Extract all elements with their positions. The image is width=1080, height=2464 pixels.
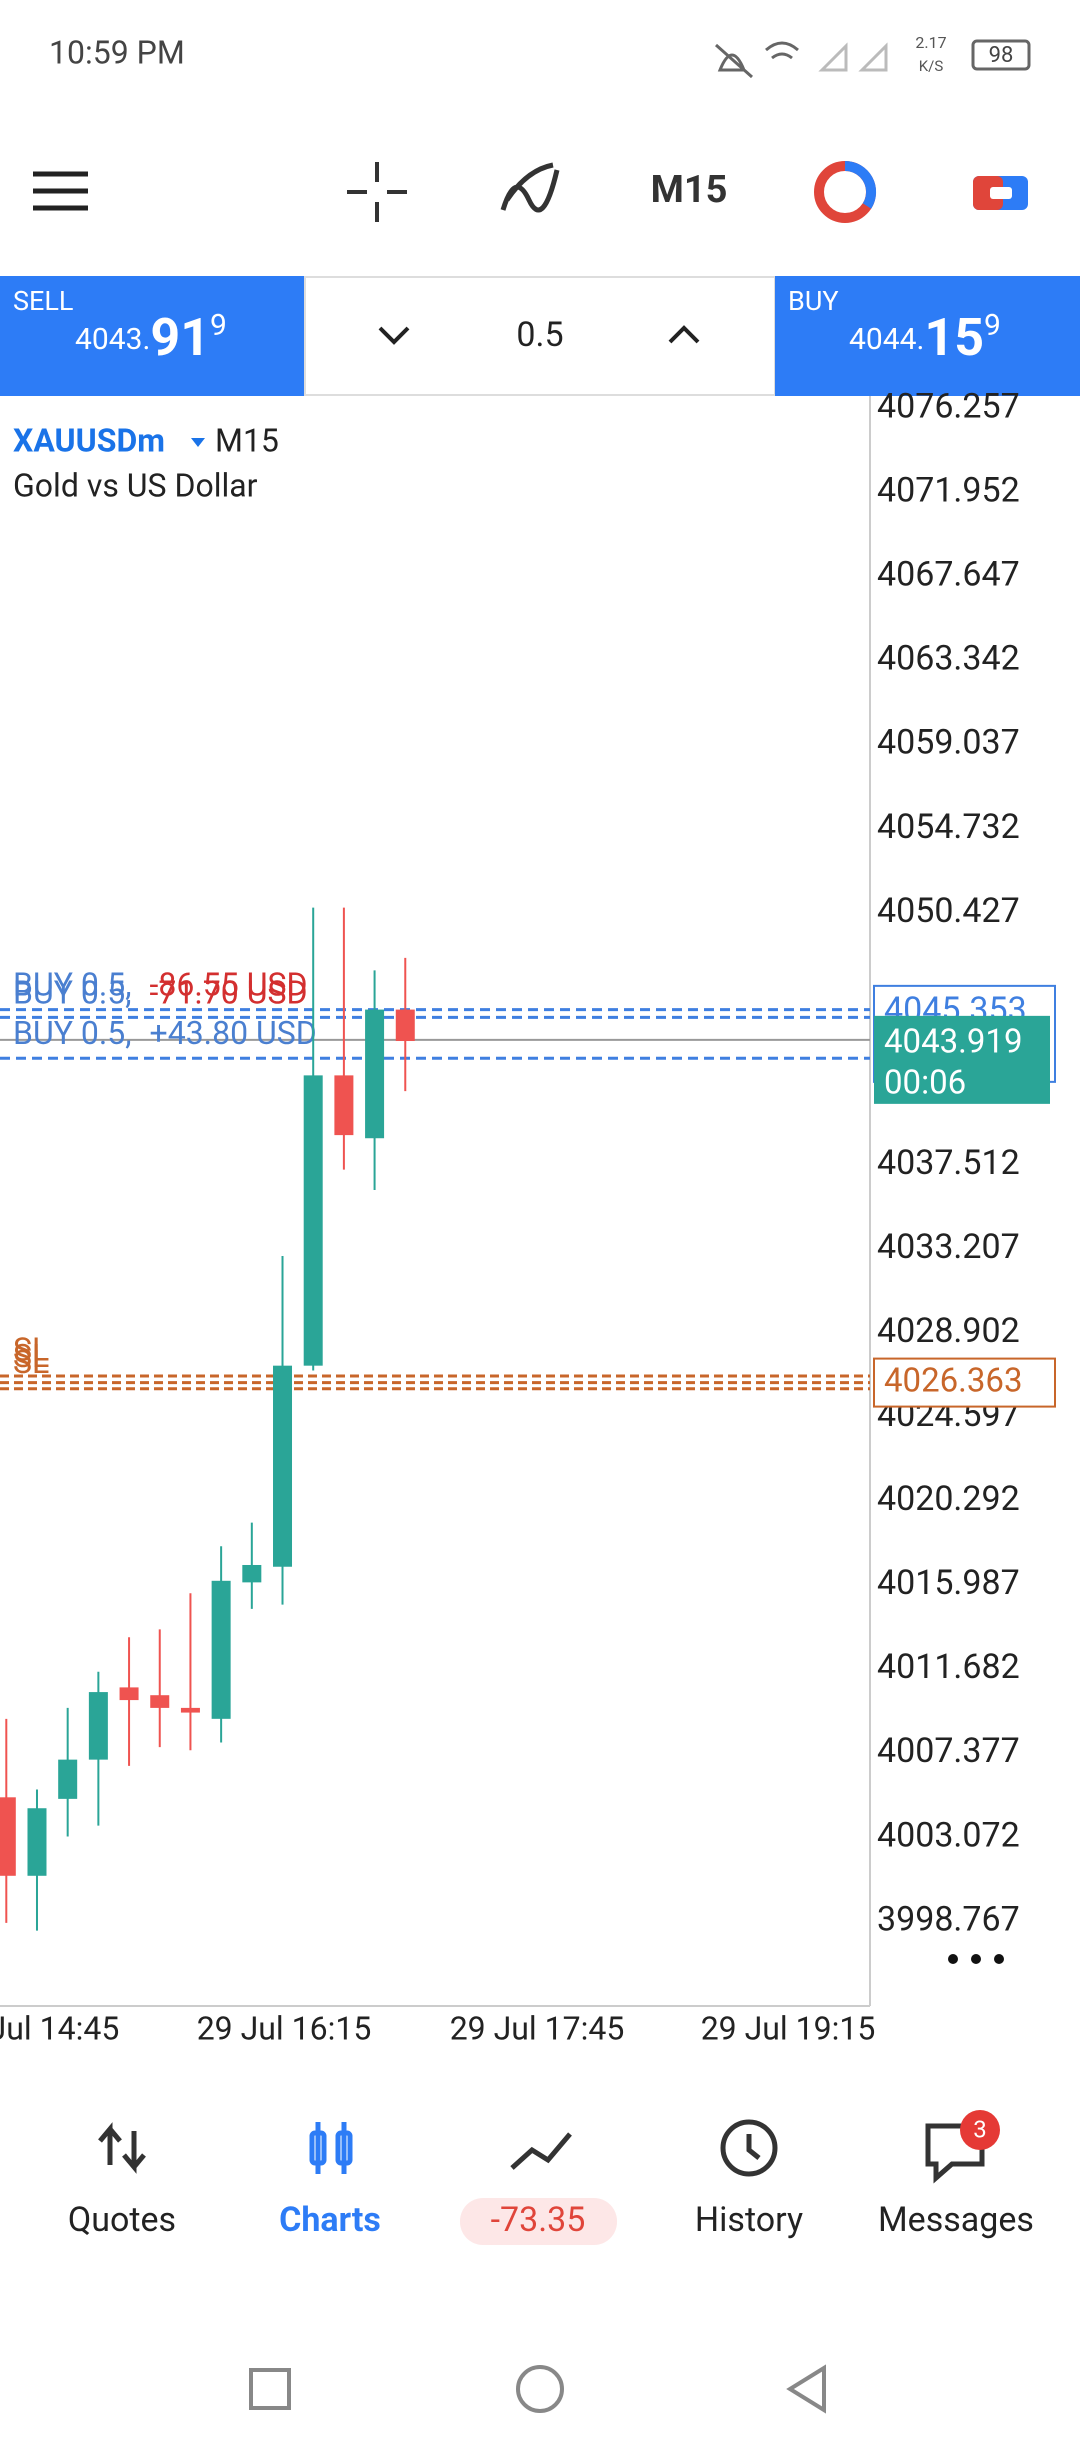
- candle-body: [242, 1564, 262, 1583]
- y-tick-label: 4028.902: [877, 1311, 1020, 1351]
- candle-body: [273, 1365, 293, 1567]
- crosshair-button[interactable]: [347, 162, 407, 222]
- symbol-description: Gold vs US Dollar: [13, 466, 258, 504]
- x-tick-label: 29 Jul 19:15: [701, 2009, 876, 2047]
- position-volume: BUY 0.5,: [13, 966, 132, 1004]
- candle-body: [88, 1692, 108, 1760]
- stop-loss-price-label: 4026.363: [884, 1361, 1023, 1400]
- x-tick-label: 29 Jul 17:45: [450, 2009, 625, 2047]
- buy-label: BUY: [788, 285, 839, 317]
- y-tick-label: 4067.647: [877, 555, 1020, 595]
- sell-price: 4043.919: [75, 307, 227, 368]
- candle-body: [0, 1797, 16, 1876]
- sell-price-sup: 9: [210, 308, 227, 343]
- y-tick-label: 4003.072: [877, 1815, 1020, 1855]
- volume-panel: [304, 276, 776, 396]
- stop-loss-price-box: [873, 1357, 1056, 1408]
- y-tick-label: 4076.257: [877, 387, 1020, 427]
- x-tick-label: 29 Jul 14:45: [0, 2009, 119, 2047]
- y-tick-label: 4015.987: [877, 1563, 1020, 1603]
- position-profit: -71.70 USD: [150, 974, 308, 1012]
- candle-body: [150, 1695, 170, 1708]
- y-tick-label: 4059.037: [877, 723, 1020, 763]
- sell-button[interactable]: [0, 276, 305, 396]
- status-icons: [715, 39, 1031, 79]
- candle-body: [365, 1009, 385, 1139]
- more-button[interactable]: [948, 1954, 1004, 1964]
- timeframe-button[interactable]: M15: [651, 168, 728, 212]
- status-speed-unit: K/S: [919, 57, 944, 75]
- candle-body: [180, 1707, 200, 1713]
- x-tick-label: 29 Jul 16:15: [197, 2009, 372, 2047]
- chart-timeframe: M15: [215, 421, 279, 459]
- candle-body: [395, 1009, 415, 1042]
- y-tick-label: 4063.342: [877, 639, 1020, 679]
- position-volume: BUY 0.5,: [13, 1015, 132, 1053]
- candle-body: [211, 1580, 231, 1719]
- symbol-dropdown[interactable]: [191, 438, 205, 447]
- volume-up[interactable]: [668, 325, 700, 344]
- objects-button[interactable]: [814, 160, 877, 223]
- nav-item[interactable]: -73.35: [491, 2200, 586, 2240]
- status-speed: 2.17: [915, 33, 946, 52]
- position-profit: -86.55 USD: [150, 966, 308, 1004]
- nav-item[interactable]: Messages: [878, 2200, 1034, 2240]
- battery-level: 98: [989, 43, 1014, 68]
- y-tick-label: 4033.207: [877, 1227, 1020, 1267]
- current-price-box: [874, 1015, 1050, 1104]
- nav-item[interactable]: History: [695, 2200, 803, 2240]
- stop-loss-label: SL: [13, 1337, 49, 1375]
- buy-button[interactable]: [775, 276, 1080, 396]
- chart: 4076.257 4071.952 4067.647 4063.342 4059.037…: [0, 387, 1056, 2047]
- y-tick-label: 4011.682: [877, 1647, 1020, 1687]
- position-label: BUY 0.5, +43.80 USD: [13, 1015, 317, 1053]
- current-price-label: 4043.919: [884, 1023, 1023, 1062]
- position-profit: +43.80 USD: [150, 1015, 317, 1053]
- y-tick-label: 3998.767: [877, 1899, 1020, 1939]
- sell-price-main: 4043.: [75, 322, 150, 357]
- y-tick-label: 4037.512: [877, 1143, 1020, 1183]
- buy-price-sup: 9: [984, 308, 1001, 343]
- trade-button[interactable]: [973, 176, 1028, 210]
- position-label: BUY 0.5, -86.55 USD: [13, 966, 307, 1004]
- nav-bar: Quotes Charts -73.35 History Messages: [68, 2200, 1034, 2240]
- sell-price-big: 91: [150, 307, 210, 368]
- candle-body: [119, 1687, 139, 1701]
- back-button[interactable]: [786, 2364, 826, 2414]
- stop-loss-label: SL: [13, 1343, 49, 1381]
- y-tick-label: 4071.952: [877, 471, 1020, 511]
- profit-pill: [460, 2198, 617, 2245]
- candle-body: [334, 1075, 354, 1136]
- y-tick-label: 4050.427: [877, 891, 1020, 931]
- status-time: 10:59 PM: [49, 33, 185, 71]
- buy-price-main: 4044.: [849, 322, 924, 357]
- nav-item[interactable]: Charts: [279, 2200, 381, 2240]
- buy-price-big: 15: [924, 307, 984, 368]
- candle-body: [58, 1759, 78, 1799]
- volume-down[interactable]: [378, 326, 410, 345]
- candle-body: [27, 1808, 47, 1876]
- volume[interactable]: 0.5: [516, 315, 563, 355]
- bar-countdown: 00:06: [884, 1064, 966, 1103]
- nav-item[interactable]: Quotes: [68, 2200, 176, 2240]
- y-tick-label: 4007.377: [877, 1731, 1020, 1771]
- indicators-button[interactable]: [500, 162, 560, 213]
- badge: [960, 2110, 1000, 2150]
- y-tick-label: 4054.732: [877, 807, 1020, 847]
- symbol[interactable]: XAUUSDm: [13, 421, 165, 459]
- badge-count: 3: [973, 2115, 987, 2143]
- y-tick-label: 4020.292: [877, 1479, 1020, 1519]
- position-label: BUY 0.5, -71.70 USD: [13, 974, 307, 1012]
- buy-price: 4044.159: [849, 307, 1001, 368]
- home-button[interactable]: [516, 2365, 564, 2413]
- sell-label: SELL: [13, 285, 73, 317]
- stop-loss-label: SL: [13, 1330, 49, 1368]
- candle-body: [303, 1075, 323, 1366]
- position-volume: BUY 0.5,: [13, 974, 132, 1012]
- menu-button[interactable]: [33, 171, 88, 211]
- recents-button[interactable]: [249, 2368, 291, 2410]
